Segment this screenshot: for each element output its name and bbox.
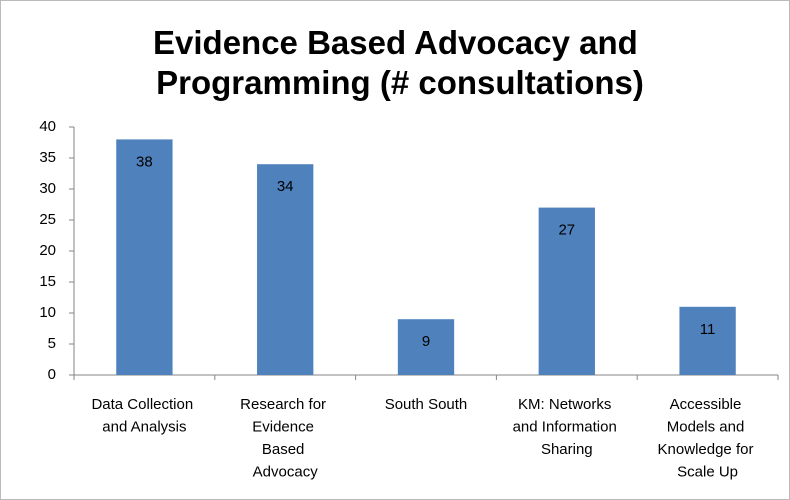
x-tick-label: Data Collection and Analysis: [91, 396, 197, 436]
x-tick-label: KM: Networks and Information Sharing: [513, 396, 621, 458]
data-label: 34: [277, 178, 294, 195]
bar: [257, 164, 314, 375]
y-tick-label: 0: [48, 366, 56, 383]
x-tick-label: Research for Evidence Based Advocacy: [240, 396, 330, 481]
bar: [679, 306, 736, 375]
data-label: 27: [558, 222, 575, 239]
y-tick-label: 10: [39, 304, 56, 321]
y-tick-label: 35: [39, 149, 56, 166]
data-label: 38: [136, 153, 153, 170]
x-tick-label: South South: [385, 396, 468, 413]
data-label: 11: [700, 321, 716, 338]
bar: [116, 139, 173, 375]
bar: [538, 207, 595, 375]
y-tick-label: 30: [39, 180, 56, 197]
y-tick-label: 15: [39, 273, 56, 290]
data-label: 9: [422, 333, 430, 350]
chart-title: Evidence Based Advocacy and Programming …: [153, 24, 647, 101]
y-tick-label: 25: [39, 211, 56, 228]
bar: [397, 319, 455, 375]
y-tick-label: 40: [39, 118, 56, 135]
y-tick-label: 5: [48, 335, 56, 352]
x-tick-label: Accessible Models and Knowledge for Scal…: [658, 396, 758, 481]
y-tick-label: 20: [39, 242, 56, 259]
